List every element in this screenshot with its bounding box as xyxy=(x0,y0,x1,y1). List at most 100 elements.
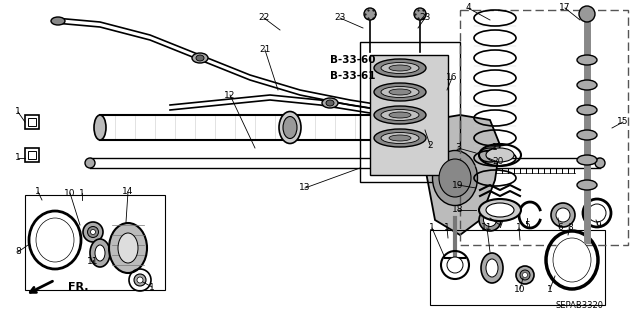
Text: 11: 11 xyxy=(481,224,493,233)
Bar xyxy=(370,55,448,175)
Ellipse shape xyxy=(486,259,498,277)
Ellipse shape xyxy=(577,130,597,140)
Text: 16: 16 xyxy=(446,73,458,83)
Ellipse shape xyxy=(479,209,501,231)
Ellipse shape xyxy=(134,274,146,286)
Text: 8: 8 xyxy=(15,248,21,256)
Text: FR.: FR. xyxy=(68,282,88,292)
Ellipse shape xyxy=(374,83,426,101)
Ellipse shape xyxy=(381,63,419,73)
Text: 12: 12 xyxy=(224,91,236,100)
Ellipse shape xyxy=(381,109,419,121)
Bar xyxy=(25,195,165,290)
Ellipse shape xyxy=(374,129,426,147)
Ellipse shape xyxy=(481,253,503,283)
Ellipse shape xyxy=(389,112,411,118)
Ellipse shape xyxy=(595,158,605,168)
Bar xyxy=(25,148,39,162)
Ellipse shape xyxy=(414,8,426,20)
Ellipse shape xyxy=(479,148,501,162)
Text: 20: 20 xyxy=(492,158,504,167)
Ellipse shape xyxy=(192,53,208,63)
Text: 21: 21 xyxy=(259,46,271,55)
Text: 3: 3 xyxy=(455,144,461,152)
Ellipse shape xyxy=(439,159,471,197)
Text: 6: 6 xyxy=(557,224,563,233)
Ellipse shape xyxy=(520,270,530,280)
Text: 18: 18 xyxy=(452,205,464,214)
Ellipse shape xyxy=(94,115,106,140)
Bar xyxy=(430,230,605,305)
Text: 1: 1 xyxy=(516,224,522,233)
Ellipse shape xyxy=(556,208,570,222)
Text: 15: 15 xyxy=(617,117,628,127)
Text: 1: 1 xyxy=(15,153,21,162)
Text: 9: 9 xyxy=(595,220,601,229)
Ellipse shape xyxy=(374,59,426,77)
Text: 13: 13 xyxy=(300,183,311,192)
Ellipse shape xyxy=(486,203,514,217)
Ellipse shape xyxy=(447,257,463,273)
Ellipse shape xyxy=(364,8,376,20)
Text: B-33-61: B-33-61 xyxy=(330,71,376,81)
Text: SEPAB3320: SEPAB3320 xyxy=(556,300,604,309)
Ellipse shape xyxy=(522,272,527,278)
Ellipse shape xyxy=(90,229,95,234)
Text: 4: 4 xyxy=(465,4,471,12)
Text: 14: 14 xyxy=(122,188,134,197)
Ellipse shape xyxy=(479,199,521,221)
Ellipse shape xyxy=(196,55,204,61)
Text: 5: 5 xyxy=(524,220,530,229)
Text: 22: 22 xyxy=(259,13,269,23)
Ellipse shape xyxy=(389,65,411,71)
Text: 1: 1 xyxy=(492,143,498,152)
Ellipse shape xyxy=(95,245,105,261)
Ellipse shape xyxy=(389,89,411,95)
Text: 1: 1 xyxy=(444,224,450,233)
Bar xyxy=(40,236,72,244)
Text: 1: 1 xyxy=(15,108,21,116)
Ellipse shape xyxy=(88,226,99,238)
Ellipse shape xyxy=(395,156,405,170)
Ellipse shape xyxy=(374,106,426,124)
Ellipse shape xyxy=(279,112,301,144)
Ellipse shape xyxy=(51,17,65,25)
Ellipse shape xyxy=(90,239,110,267)
Ellipse shape xyxy=(283,116,297,138)
Ellipse shape xyxy=(577,180,597,190)
Text: 8: 8 xyxy=(567,224,573,233)
Bar xyxy=(25,115,39,129)
Text: 2: 2 xyxy=(427,140,433,150)
Ellipse shape xyxy=(326,100,334,106)
Ellipse shape xyxy=(322,98,338,108)
Ellipse shape xyxy=(109,223,147,273)
Ellipse shape xyxy=(381,86,419,98)
Ellipse shape xyxy=(486,148,514,162)
Text: 1: 1 xyxy=(429,224,435,233)
Text: 1: 1 xyxy=(79,189,85,197)
Text: 11: 11 xyxy=(87,257,99,266)
Polygon shape xyxy=(420,115,500,235)
Bar xyxy=(360,42,460,182)
Ellipse shape xyxy=(553,238,591,282)
Ellipse shape xyxy=(118,233,138,263)
Ellipse shape xyxy=(36,218,74,262)
Ellipse shape xyxy=(85,158,95,168)
Ellipse shape xyxy=(577,155,597,165)
Ellipse shape xyxy=(137,277,143,283)
Text: 17: 17 xyxy=(559,4,571,12)
Ellipse shape xyxy=(577,105,597,115)
Bar xyxy=(28,118,36,126)
Bar xyxy=(460,10,628,245)
Text: 23: 23 xyxy=(334,13,346,23)
Ellipse shape xyxy=(483,213,497,226)
Bar xyxy=(28,151,36,159)
Text: 7: 7 xyxy=(497,220,503,229)
Text: 19: 19 xyxy=(452,181,464,189)
Ellipse shape xyxy=(391,152,409,174)
Ellipse shape xyxy=(381,132,419,144)
Text: 1: 1 xyxy=(35,188,41,197)
Ellipse shape xyxy=(551,203,575,227)
Text: 23: 23 xyxy=(419,13,431,23)
Text: 10: 10 xyxy=(64,189,76,197)
